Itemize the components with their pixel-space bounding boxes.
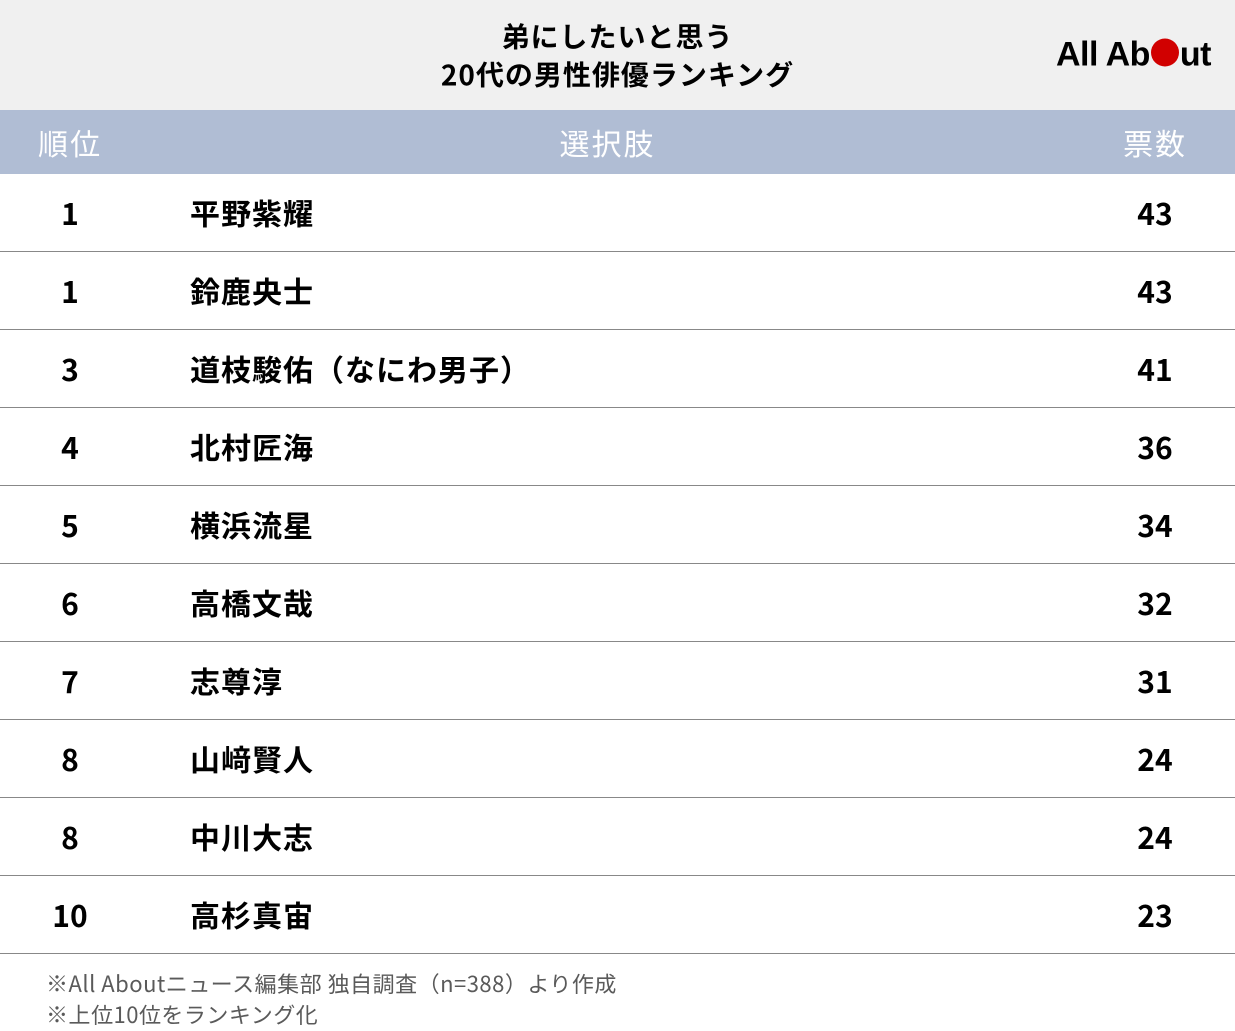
cell-rank: 3: [0, 346, 140, 390]
footnote-line-1: ※All Aboutニュース編集部 独自調査（n=388）より作成: [46, 968, 1235, 1000]
table-header-row: 順位 選択肢 票数: [0, 110, 1235, 174]
cell-name: 鈴鹿央士: [140, 268, 1075, 312]
table-row: 7 志尊淳 31: [0, 642, 1235, 720]
cell-rank: 10: [0, 892, 140, 936]
cell-votes: 41: [1075, 346, 1235, 390]
col-header-name: 選択肢: [140, 110, 1075, 174]
footnotes: ※All Aboutニュース編集部 独自調査（n=388）より作成 ※上位10位…: [0, 954, 1235, 1031]
cell-rank: 8: [0, 736, 140, 780]
logo-prefix: All Ab: [1056, 35, 1150, 74]
cell-rank: 5: [0, 502, 140, 546]
table-row: 10 高杉真宙 23: [0, 876, 1235, 954]
cell-votes: 36: [1075, 424, 1235, 468]
table-row: 5 横浜流星 34: [0, 486, 1235, 564]
title-line-1: 弟にしたいと思う: [441, 18, 794, 56]
cell-rank: 1: [0, 268, 140, 312]
cell-votes: 31: [1075, 658, 1235, 702]
cell-votes: 43: [1075, 190, 1235, 234]
cell-votes: 24: [1075, 814, 1235, 858]
table-row: 1 鈴鹿央士 43: [0, 252, 1235, 330]
cell-votes: 24: [1075, 736, 1235, 780]
title-line-2: 20代の男性俳優ランキング: [441, 56, 794, 94]
col-header-rank: 順位: [0, 110, 140, 174]
cell-rank: 4: [0, 424, 140, 468]
cell-rank: 6: [0, 580, 140, 624]
allabout-logo: All Ab ut: [1056, 35, 1211, 74]
table-row: 3 道枝駿佑（なにわ男子） 41: [0, 330, 1235, 408]
logo-dot-icon: [1151, 39, 1179, 67]
table-row: 1 平野紫耀 43: [0, 174, 1235, 252]
title-block: 弟にしたいと思う 20代の男性俳優ランキング: [441, 18, 794, 94]
cell-name: 志尊淳: [140, 658, 1075, 702]
cell-votes: 43: [1075, 268, 1235, 312]
table-row: 8 中川大志 24: [0, 798, 1235, 876]
cell-name: 高杉真宙: [140, 892, 1075, 936]
logo-suffix: ut: [1180, 35, 1211, 74]
table-row: 6 高橋文哉 32: [0, 564, 1235, 642]
header: 弟にしたいと思う 20代の男性俳優ランキング All Ab ut: [0, 0, 1235, 110]
cell-votes: 34: [1075, 502, 1235, 546]
cell-name: 高橋文哉: [140, 580, 1075, 624]
table-body: 1 平野紫耀 43 1 鈴鹿央士 43 3 道枝駿佑（なにわ男子） 41 4 北…: [0, 174, 1235, 954]
cell-name: 道枝駿佑（なにわ男子）: [140, 346, 1075, 390]
cell-rank: 1: [0, 190, 140, 234]
table-row: 8 山﨑賢人 24: [0, 720, 1235, 798]
cell-votes: 32: [1075, 580, 1235, 624]
footnote-line-2: ※上位10位をランキング化: [46, 999, 1235, 1031]
ranking-container: 弟にしたいと思う 20代の男性俳優ランキング All Ab ut 順位 選択肢 …: [0, 0, 1235, 1031]
cell-name: 横浜流星: [140, 502, 1075, 546]
cell-rank: 7: [0, 658, 140, 702]
cell-name: 平野紫耀: [140, 190, 1075, 234]
col-header-votes: 票数: [1075, 110, 1235, 174]
cell-rank: 8: [0, 814, 140, 858]
cell-name: 中川大志: [140, 814, 1075, 858]
cell-votes: 23: [1075, 892, 1235, 936]
cell-name: 北村匠海: [140, 424, 1075, 468]
table-row: 4 北村匠海 36: [0, 408, 1235, 486]
cell-name: 山﨑賢人: [140, 736, 1075, 780]
